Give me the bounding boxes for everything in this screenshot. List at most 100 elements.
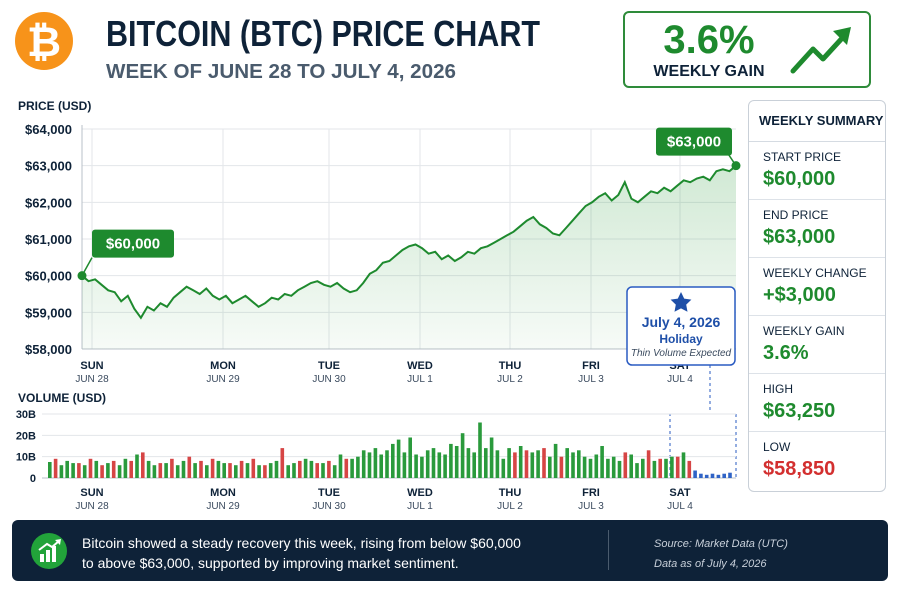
volume-bar-up	[379, 454, 383, 478]
volume-bar-up	[106, 463, 110, 478]
summary-row: END PRICE $63,000	[749, 200, 885, 258]
price-date-label: JUN 28	[75, 374, 109, 385]
summary-row: WEEKLY CHANGE +$3,000	[749, 258, 885, 316]
price-y-tick: $58,000	[25, 342, 72, 357]
volume-bar-up	[286, 465, 290, 478]
volume-bar-down	[170, 458, 174, 478]
footer-source: Source: Market Data (UTC)	[654, 538, 788, 550]
volume-bar-up	[425, 450, 430, 478]
volume-bars	[48, 422, 732, 478]
volume-bar-up	[338, 454, 343, 478]
volume-bar-up	[385, 450, 389, 478]
volume-bar-up	[664, 458, 668, 478]
summary-label: WEEKLY CHANGE	[763, 266, 867, 280]
volume-bar-down	[687, 460, 692, 478]
volume-day-label: THU	[499, 487, 522, 499]
volume-bar-up	[582, 456, 587, 478]
volume-bar-up	[507, 448, 511, 478]
price-y-tick: $60,000	[25, 269, 72, 284]
volume-day-label: SAT	[669, 487, 690, 499]
volume-bar-up	[577, 450, 581, 478]
price-date-label: JUL 2	[497, 374, 523, 385]
volume-x-axis: SUN JUN 28 MON JUN 29 TUE JUN 30 WED JUL 1 THU JU…	[75, 487, 693, 512]
volume-bar-up	[193, 463, 197, 478]
summary-row: START PRICE $60,000	[749, 142, 885, 200]
holiday-name: Holiday	[659, 332, 703, 346]
volume-bar-down	[280, 448, 285, 478]
volume-bar-up	[571, 452, 575, 478]
volume-date-label: JUL 2	[497, 501, 523, 512]
price-date-label: JUN 30	[312, 374, 346, 385]
holiday-callout: July 4, 2026 Holiday Thin Volume Expecte…	[626, 286, 736, 366]
price-y-axis: $58,000 $59,000 $60,000 $61,000 $62,000 $63,0…	[25, 122, 72, 357]
volume-bar-up	[303, 458, 308, 478]
volume-bar-up	[670, 456, 674, 478]
summary-value: +$3,000	[763, 284, 836, 306]
holiday-date: July 4, 2026	[642, 314, 721, 330]
end-price-label: $63,000	[667, 134, 721, 151]
weekly-gain-label: WEEKLY GAIN	[653, 63, 765, 80]
volume-bar-holiday	[704, 474, 709, 478]
volume-bar-up	[71, 463, 75, 478]
volume-bar-up	[681, 452, 686, 478]
footer-asof: Data as of July 4, 2026	[654, 558, 767, 570]
price-date-label: JUL 1	[407, 374, 433, 385]
volume-bar-up	[123, 458, 128, 478]
volume-bar-up	[356, 456, 360, 478]
volume-bar-up	[548, 456, 552, 478]
price-y-tick: $63,000	[25, 159, 72, 174]
volume-bar-up	[652, 460, 657, 478]
volume-bar-up	[152, 465, 157, 478]
volume-date-label: JUN 28	[75, 501, 109, 512]
volume-y-tick: 0	[30, 473, 36, 485]
footer-banner: Bitcoin showed a steady recovery this we…	[12, 520, 888, 581]
volume-bar-up	[216, 460, 221, 478]
volume-bar-up	[460, 433, 465, 478]
start-price-label: $60,000	[106, 236, 160, 253]
volume-bar-down	[129, 460, 133, 478]
volume-bar-up	[629, 454, 633, 478]
price-date-label: JUL 4	[667, 374, 693, 385]
summary-value: $63,250	[763, 400, 836, 422]
volume-bar-up	[501, 458, 506, 478]
volume-bar-down	[623, 452, 628, 478]
volume-date-label: JUN 29	[206, 501, 240, 512]
summary-label: END PRICE	[763, 208, 829, 222]
volume-bar-up	[420, 456, 424, 478]
volume-y-tick: 10B	[16, 452, 36, 464]
summary-row: LOW $58,850	[749, 432, 885, 490]
volume-bar-up	[205, 465, 209, 478]
volume-bar-down	[199, 460, 203, 478]
page-subtitle: WEEK OF JUNE 28 TO JULY 4, 2026	[106, 61, 456, 83]
price-axis-label: PRICE (USD)	[18, 99, 91, 113]
volume-y-tick: 30B	[16, 409, 36, 421]
volume-bar-down	[239, 460, 244, 478]
volume-bar-down	[263, 465, 267, 478]
summary-row: WEEKLY GAIN 3.6%	[749, 316, 885, 374]
volume-bar-up	[350, 458, 354, 478]
volume-date-label: JUL 4	[667, 501, 693, 512]
volume-bar-down	[327, 460, 331, 478]
volume-bar-up	[600, 446, 604, 478]
price-y-tick: $64,000	[25, 122, 72, 137]
volume-bar-up	[146, 460, 151, 478]
volume-bar-up	[449, 443, 453, 478]
volume-bar-down	[344, 458, 349, 478]
summary-label: START PRICE	[763, 150, 842, 164]
volume-bar-down	[315, 463, 319, 478]
page-title: BITCOIN (BTC) PRICE CHART	[106, 13, 540, 54]
volume-bar-up	[65, 460, 69, 478]
volume-bar-down	[559, 456, 564, 478]
volume-bar-down	[111, 460, 116, 478]
volume-bar-up	[321, 463, 325, 478]
end-callout-pointer	[727, 153, 737, 167]
volume-date-label: JUN 30	[312, 501, 346, 512]
volume-bar-up	[367, 452, 372, 478]
volume-bar-up	[274, 460, 279, 478]
volume-bar-up	[222, 463, 226, 478]
summary-value: $58,850	[763, 458, 836, 480]
summary-value: $63,000	[763, 226, 836, 248]
volume-bar-up	[135, 454, 139, 478]
volume-bar-up	[495, 450, 500, 478]
